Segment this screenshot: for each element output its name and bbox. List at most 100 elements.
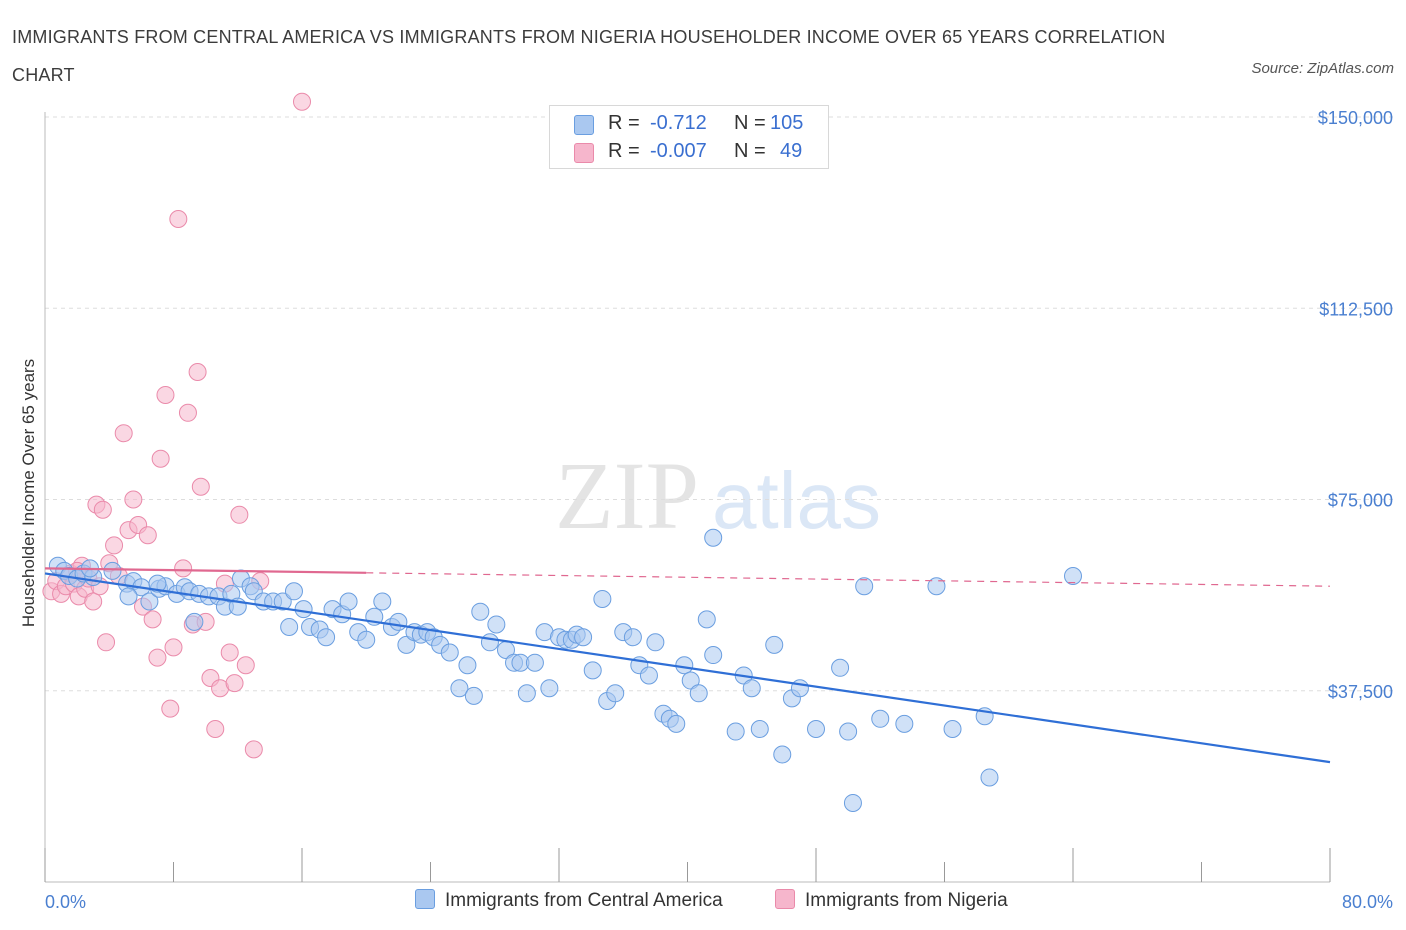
- data-point-central-america: [750, 720, 769, 738]
- grid-lines: [45, 116, 1395, 692]
- legend-n-value: 49: [780, 140, 803, 162]
- data-point-central-america: [517, 684, 536, 703]
- data-point-central-america: [843, 793, 862, 812]
- data-point-central-america: [574, 628, 593, 647]
- data-point-nigeria: [161, 699, 180, 718]
- watermark-zip: ZIP: [555, 442, 699, 549]
- data-point-central-america: [1064, 567, 1082, 585]
- data-point-central-america: [148, 574, 167, 593]
- data-point-nigeria: [293, 92, 311, 111]
- data-point-nigeria: [156, 385, 175, 404]
- data-point-central-america: [593, 589, 612, 608]
- data-point-nigeria: [114, 424, 133, 443]
- data-point-nigeria: [225, 674, 244, 693]
- data-point-nigeria: [84, 592, 103, 611]
- data-point-central-america: [839, 722, 858, 741]
- data-point-central-america: [681, 671, 700, 690]
- data-point-central-america: [646, 633, 665, 652]
- y-tick-label: $112,500: [1319, 299, 1393, 319]
- legend-n-value: 105: [770, 112, 804, 134]
- x-tick-label-max: 80.0%: [1342, 892, 1393, 912]
- data-point-central-america: [697, 610, 716, 629]
- data-point-central-america: [807, 720, 825, 738]
- data-point-nigeria: [97, 633, 116, 652]
- data-point-central-america: [373, 592, 392, 611]
- data-point-central-america: [458, 656, 477, 675]
- data-point-nigeria: [188, 363, 207, 381]
- trend-line-central-america: [44, 572, 1331, 764]
- data-point-central-america: [980, 768, 999, 787]
- data-point-central-america: [487, 615, 506, 634]
- data-point-central-america: [357, 630, 376, 649]
- bottom-legend-swatch-pink: [775, 889, 795, 909]
- legend-r-value: -0.712: [650, 112, 707, 134]
- y-axis-label: Householder Income Over 65 years: [19, 359, 38, 627]
- y-tick-label: $150,000: [1318, 108, 1393, 128]
- data-point-central-america: [667, 714, 686, 733]
- data-point-nigeria: [236, 656, 255, 675]
- bottom-legend-label: Immigrants from Nigeria: [805, 890, 1008, 911]
- bottom-legend-swatch-blue: [415, 889, 435, 909]
- data-point-central-america: [389, 612, 408, 631]
- data-point-central-america: [480, 633, 499, 652]
- data-point-nigeria: [138, 526, 157, 545]
- data-point-central-america: [317, 628, 336, 647]
- bottom-legend-label: Immigrants from Central America: [445, 890, 723, 911]
- bottom-legend-nigeria: Immigrants from Nigeria: [775, 889, 1008, 912]
- data-point-nigeria: [148, 648, 167, 667]
- trend-line-nigeria-solid: [44, 567, 367, 574]
- data-point-nigeria: [105, 536, 124, 555]
- data-point-central-america: [831, 658, 850, 677]
- x-tick-labels: 0.0% 80.0%: [45, 892, 1393, 912]
- data-point-central-america: [675, 656, 694, 675]
- chart-title: IMMIGRANTS FROM CENTRAL AMERICA VS IMMIG…: [12, 27, 1166, 85]
- data-point-central-america: [440, 643, 459, 662]
- data-point-nigeria: [151, 449, 170, 468]
- data-point-nigeria: [174, 559, 193, 578]
- data-point-central-america: [294, 600, 313, 619]
- data-point-central-america: [540, 679, 559, 698]
- data-point-central-america: [855, 577, 874, 596]
- legend-swatch-blue: [574, 115, 594, 135]
- axes: [44, 112, 1331, 883]
- data-point-central-america: [119, 587, 138, 606]
- data-point-central-america: [927, 577, 946, 596]
- data-point-central-america: [790, 679, 809, 698]
- data-point-nigeria: [220, 643, 239, 662]
- data-point-central-america: [871, 709, 890, 728]
- data-point-nigeria: [206, 720, 225, 738]
- legend-r-value: -0.007: [650, 140, 707, 162]
- watermark: ZIP atlas: [555, 442, 881, 549]
- data-point-central-america: [273, 592, 292, 611]
- x-tick-label-min: 0.0%: [45, 892, 86, 912]
- data-point-nigeria: [93, 500, 112, 519]
- data-point-nigeria: [143, 610, 162, 629]
- y-tick-label: $37,500: [1328, 682, 1393, 702]
- data-point-central-america: [689, 684, 708, 703]
- data-point-central-america: [464, 686, 483, 705]
- data-point-central-america: [140, 592, 159, 611]
- bottom-legend-central-america: Immigrants from Central America: [415, 889, 723, 912]
- data-point-nigeria: [191, 477, 210, 496]
- y-tick-labels: $37,500 $75,000 $112,500 $150,000: [1318, 108, 1393, 702]
- trend-line-nigeria-dashed: [366, 572, 1331, 587]
- data-point-central-america: [704, 528, 723, 547]
- data-point-central-america: [726, 722, 745, 741]
- data-point-nigeria: [124, 490, 143, 509]
- data-point-central-america: [623, 628, 642, 647]
- correlation-legend: R = -0.712 N = 105 R = -0.007 N = 49: [549, 105, 829, 169]
- data-point-nigeria: [178, 403, 197, 422]
- data-point-central-america: [639, 666, 658, 685]
- legend-swatch-pink: [574, 143, 594, 163]
- data-point-central-america: [103, 561, 122, 580]
- data-point-nigeria: [164, 638, 183, 657]
- data-point-central-america: [773, 745, 792, 764]
- trend-lines: [44, 567, 1331, 764]
- source-label: Source: ZipAtlas.com: [1251, 60, 1394, 77]
- data-point-nigeria: [169, 210, 188, 228]
- watermark-atlas: atlas: [712, 456, 881, 545]
- data-point-central-america: [704, 646, 723, 665]
- data-point-central-america: [471, 602, 490, 621]
- data-point-central-america: [606, 684, 625, 703]
